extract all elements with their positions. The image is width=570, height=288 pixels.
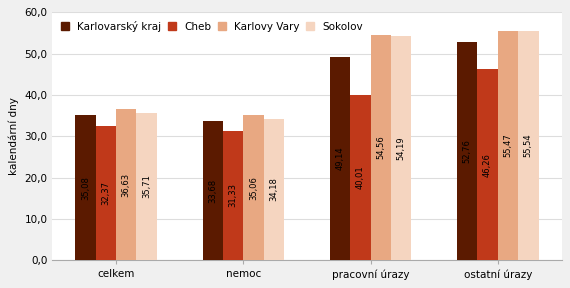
Bar	[116, 109, 136, 260]
Bar	[478, 69, 498, 260]
Text: 52,76: 52,76	[463, 139, 472, 163]
Text: 55,54: 55,54	[524, 134, 533, 157]
Bar	[264, 119, 284, 260]
Text: 35,06: 35,06	[249, 176, 258, 200]
Bar	[330, 57, 350, 260]
Legend: Karlovarský kraj, Cheb, Karlovy Vary, Sokolov: Karlovarský kraj, Cheb, Karlovy Vary, So…	[58, 18, 367, 35]
Text: 55,47: 55,47	[503, 134, 512, 158]
Bar	[498, 31, 518, 260]
Text: 54,56: 54,56	[376, 136, 385, 159]
Text: 54,19: 54,19	[397, 137, 406, 160]
Bar	[136, 113, 157, 260]
Bar	[457, 42, 478, 260]
Bar	[518, 31, 539, 260]
Bar	[350, 95, 371, 260]
Text: 33,68: 33,68	[208, 179, 217, 203]
Bar	[223, 131, 243, 260]
Text: 35,71: 35,71	[142, 175, 151, 198]
Y-axis label: kalendární dny: kalendární dny	[9, 97, 19, 175]
Text: 40,01: 40,01	[356, 166, 365, 189]
Bar	[202, 121, 223, 260]
Text: 46,26: 46,26	[483, 153, 492, 177]
Text: 31,33: 31,33	[229, 183, 238, 207]
Text: 35,08: 35,08	[81, 176, 90, 200]
Bar	[391, 36, 412, 260]
Text: 34,18: 34,18	[270, 178, 278, 202]
Bar	[243, 115, 264, 260]
Bar	[370, 35, 391, 260]
Text: 32,37: 32,37	[101, 181, 111, 205]
Text: 36,63: 36,63	[122, 173, 131, 196]
Text: 49,14: 49,14	[336, 147, 344, 170]
Bar	[96, 126, 116, 260]
Bar	[75, 115, 96, 260]
